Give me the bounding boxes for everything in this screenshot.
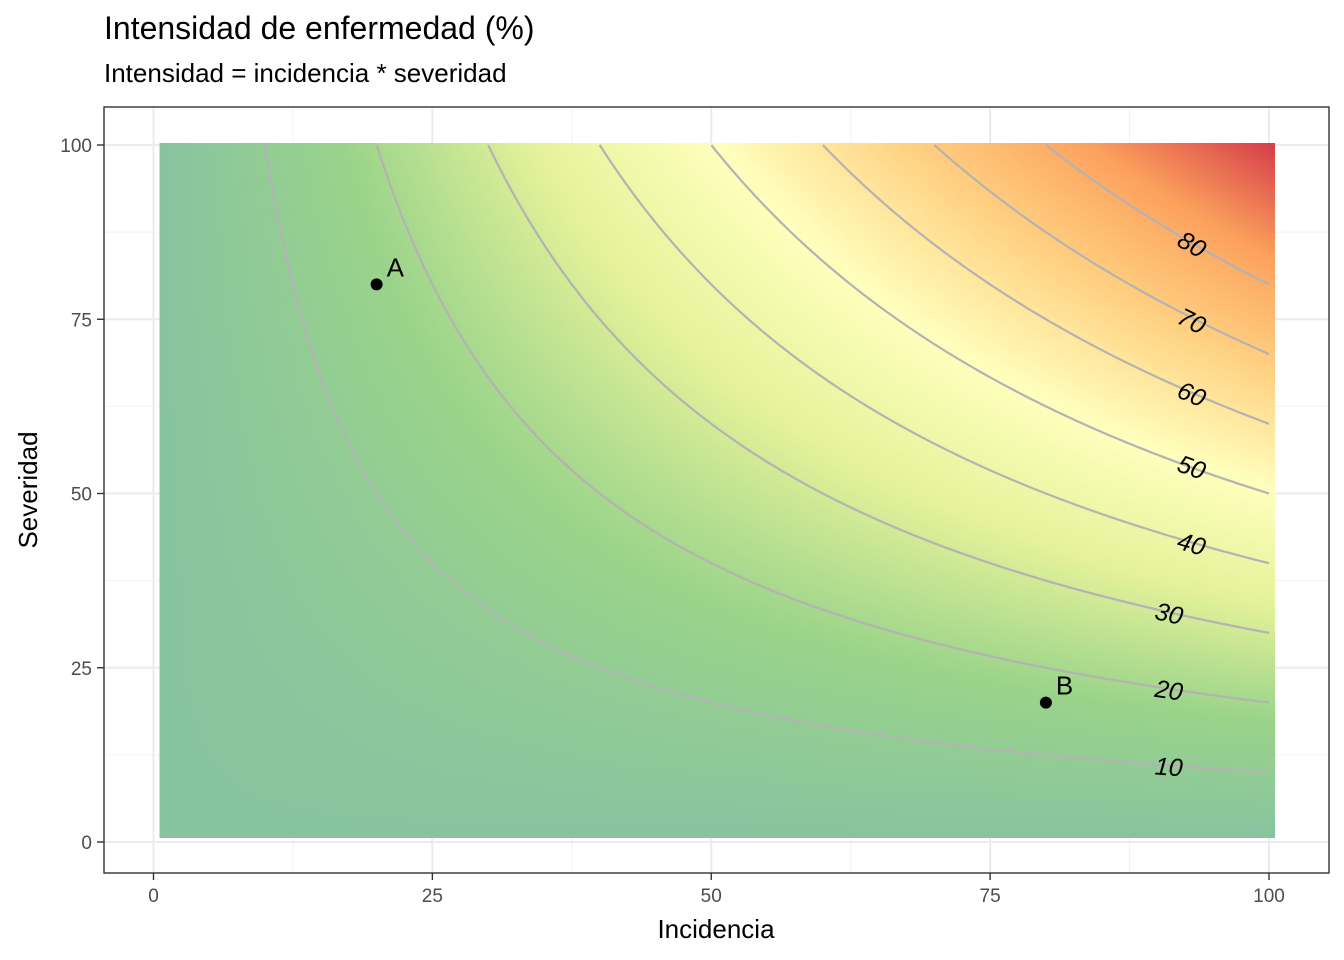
contour-line-30 (487, 144, 1270, 634)
x-tick-label: 75 (980, 886, 1001, 907)
contour-line-80 (1045, 144, 1270, 286)
chart-title: Intensidad de enfermedad (%) (104, 10, 535, 46)
heatmap-fill (159, 143, 1275, 838)
y-tick-label: 0 (81, 833, 92, 854)
contour-line-50 (710, 144, 1270, 495)
y-tick-label: 75 (71, 310, 92, 331)
x-tick-label: 25 (422, 886, 443, 907)
y-tick-label: 25 (71, 659, 92, 680)
contour-lines (263, 144, 1270, 774)
x-tick-label: 50 (701, 886, 722, 907)
contour-label-20: 20 (1152, 675, 1185, 707)
point-b (1039, 696, 1052, 709)
points: AB (370, 252, 1073, 709)
panel-border (103, 106, 1330, 874)
axes: 0 25 50 75 100 0 25 50 75 100 (60, 136, 1285, 907)
y-axis-title: Severidad (13, 431, 43, 548)
x-tick-label: 100 (1253, 886, 1285, 907)
contour-line-60 (822, 144, 1270, 425)
heatmap-image (159, 143, 1275, 838)
contour-line-70 (933, 144, 1270, 356)
contour-label-30: 30 (1152, 597, 1185, 630)
contour-line-40 (598, 144, 1270, 565)
point-label-a: A (387, 252, 405, 282)
y-tick-label: 50 (71, 485, 92, 506)
point-label-b: B (1056, 671, 1073, 701)
contour-label-10: 10 (1154, 752, 1184, 782)
chart-subtitle: Intensidad = incidencia * severidad (104, 58, 507, 88)
point-a (370, 278, 383, 291)
x-tick-label: 0 (148, 886, 159, 907)
contour-line-10 (263, 144, 1270, 774)
contour-line-20 (375, 144, 1270, 704)
y-tick-label: 100 (60, 136, 92, 157)
x-axis-title: Incidencia (657, 914, 775, 944)
